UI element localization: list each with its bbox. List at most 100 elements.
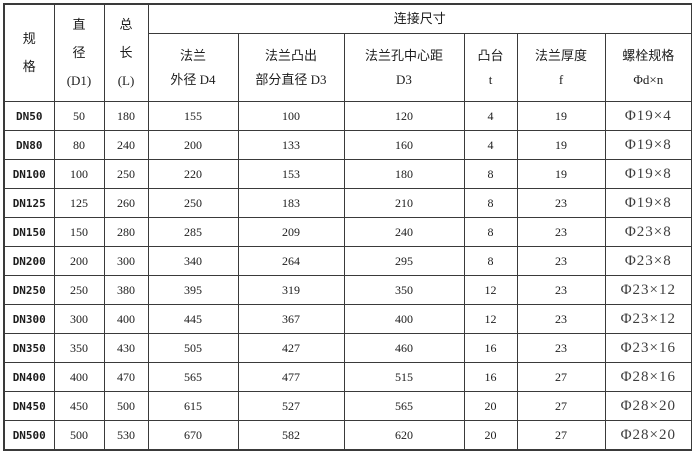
cell-hole-center-d3: 240 (343, 217, 465, 247)
cell-flange-protrusion-d3: 100 (237, 101, 345, 131)
table-row: DN80 80 240 200 133 160 4 19 Φ19×8 (3, 130, 692, 160)
cell-diameter-d1: 400 (53, 362, 105, 392)
cell-bolt-spec: Φ19×4 (604, 101, 692, 131)
table-row: DN125 125 260 250 183 210 8 23 Φ19×8 (3, 188, 692, 218)
cell-bolt-spec: Φ19×8 (604, 130, 692, 160)
cell-bolt-spec: Φ28×16 (604, 362, 692, 392)
col-header-thickness-f: 法兰厚度 f (516, 33, 606, 102)
cell-flange-od-d4: 395 (147, 275, 239, 305)
cell-thickness-f: 27 (516, 391, 606, 421)
cell-length-l: 260 (103, 188, 149, 218)
table-header: 规 格 直 径 (D1) 总 长 (L) 连接尺寸 法兰 外径 D4 法兰凸出 … (3, 3, 692, 102)
cell-thickness-f: 23 (516, 333, 606, 363)
cell-boss-t: 12 (463, 304, 518, 334)
cell-boss-t: 8 (463, 246, 518, 276)
cell-boss-t: 16 (463, 333, 518, 363)
cell-spec: DN50 (3, 101, 55, 131)
cell-bolt-spec: Φ23×12 (604, 304, 692, 334)
cell-spec: DN500 (3, 420, 55, 451)
table-row: DN400 400 470 565 477 515 16 27 Φ28×16 (3, 362, 692, 392)
cell-flange-protrusion-d3: 319 (237, 275, 345, 305)
cell-flange-od-d4: 615 (147, 391, 239, 421)
table-row: DN100 100 250 220 153 180 8 19 Φ19×8 (3, 159, 692, 189)
col-header-flange-od-d4: 法兰 外径 D4 (147, 33, 239, 102)
cell-bolt-spec: Φ28×20 (604, 420, 692, 451)
cell-spec: DN400 (3, 362, 55, 392)
table-row: DN250 250 380 395 319 350 12 23 Φ23×12 (3, 275, 692, 305)
cell-boss-t: 12 (463, 275, 518, 305)
cell-bolt-spec: Φ19×8 (604, 188, 692, 218)
cell-bolt-spec: Φ23×12 (604, 275, 692, 305)
cell-flange-protrusion-d3: 477 (237, 362, 345, 392)
cell-thickness-f: 23 (516, 217, 606, 247)
table-row: DN350 350 430 505 427 460 16 23 Φ23×16 (3, 333, 692, 363)
cell-spec: DN80 (3, 130, 55, 160)
cell-diameter-d1: 125 (53, 188, 105, 218)
cell-hole-center-d3: 210 (343, 188, 465, 218)
cell-length-l: 470 (103, 362, 149, 392)
cell-length-l: 400 (103, 304, 149, 334)
cell-diameter-d1: 300 (53, 304, 105, 334)
cell-spec: DN150 (3, 217, 55, 247)
cell-boss-t: 4 (463, 101, 518, 131)
cell-diameter-d1: 350 (53, 333, 105, 363)
cell-bolt-spec: Φ23×8 (604, 217, 692, 247)
cell-thickness-f: 23 (516, 304, 606, 334)
flange-dimensions-table: 规 格 直 径 (D1) 总 长 (L) 连接尺寸 法兰 外径 D4 法兰凸出 … (3, 3, 692, 451)
cell-diameter-d1: 80 (53, 130, 105, 160)
cell-diameter-d1: 250 (53, 275, 105, 305)
cell-hole-center-d3: 460 (343, 333, 465, 363)
cell-thickness-f: 23 (516, 275, 606, 305)
table-body: DN50 50 180 155 100 120 4 19 Φ19×4 DN80 80 240 200 13… (3, 101, 692, 451)
cell-flange-od-d4: 220 (147, 159, 239, 189)
cell-spec: DN350 (3, 333, 55, 363)
cell-spec: DN125 (3, 188, 55, 218)
cell-diameter-d1: 500 (53, 420, 105, 451)
cell-length-l: 380 (103, 275, 149, 305)
cell-diameter-d1: 50 (53, 101, 105, 131)
cell-hole-center-d3: 620 (343, 420, 465, 451)
cell-thickness-f: 27 (516, 420, 606, 451)
cell-flange-protrusion-d3: 264 (237, 246, 345, 276)
cell-thickness-f: 19 (516, 130, 606, 160)
cell-thickness-f: 19 (516, 159, 606, 189)
col-header-flange-protrusion-d3: 法兰凸出 部分直径 D3 (237, 33, 345, 102)
col-header-boss-t: 凸台 t (463, 33, 518, 102)
cell-length-l: 500 (103, 391, 149, 421)
cell-boss-t: 16 (463, 362, 518, 392)
cell-bolt-spec: Φ23×8 (604, 246, 692, 276)
cell-diameter-d1: 450 (53, 391, 105, 421)
col-header-hole-center-d3: 法兰孔中心距 D3 (343, 33, 465, 102)
cell-spec: DN450 (3, 391, 55, 421)
cell-thickness-f: 19 (516, 101, 606, 131)
cell-flange-od-d4: 670 (147, 420, 239, 451)
cell-flange-od-d4: 565 (147, 362, 239, 392)
table-row: DN500 500 530 670 582 620 20 27 Φ28×20 (3, 420, 692, 451)
cell-length-l: 240 (103, 130, 149, 160)
cell-flange-protrusion-d3: 427 (237, 333, 345, 363)
cell-flange-od-d4: 505 (147, 333, 239, 363)
cell-flange-od-d4: 340 (147, 246, 239, 276)
cell-length-l: 250 (103, 159, 149, 189)
cell-boss-t: 8 (463, 217, 518, 247)
cell-boss-t: 8 (463, 188, 518, 218)
cell-hole-center-d3: 120 (343, 101, 465, 131)
cell-flange-protrusion-d3: 133 (237, 130, 345, 160)
cell-diameter-d1: 150 (53, 217, 105, 247)
cell-length-l: 530 (103, 420, 149, 451)
cell-thickness-f: 23 (516, 188, 606, 218)
cell-bolt-spec: Φ28×20 (604, 391, 692, 421)
col-header-diameter-d1: 直 径 (D1) (53, 3, 105, 102)
col-header-bolt-spec: 螺栓规格 Φd×n (604, 33, 692, 102)
table-row: DN450 450 500 615 527 565 20 27 Φ28×20 (3, 391, 692, 421)
cell-hole-center-d3: 160 (343, 130, 465, 160)
cell-hole-center-d3: 295 (343, 246, 465, 276)
cell-spec: DN100 (3, 159, 55, 189)
cell-spec: DN250 (3, 275, 55, 305)
cell-bolt-spec: Φ19×8 (604, 159, 692, 189)
cell-hole-center-d3: 180 (343, 159, 465, 189)
col-header-length-l: 总 长 (L) (103, 3, 149, 102)
cell-spec: DN200 (3, 246, 55, 276)
cell-flange-protrusion-d3: 527 (237, 391, 345, 421)
